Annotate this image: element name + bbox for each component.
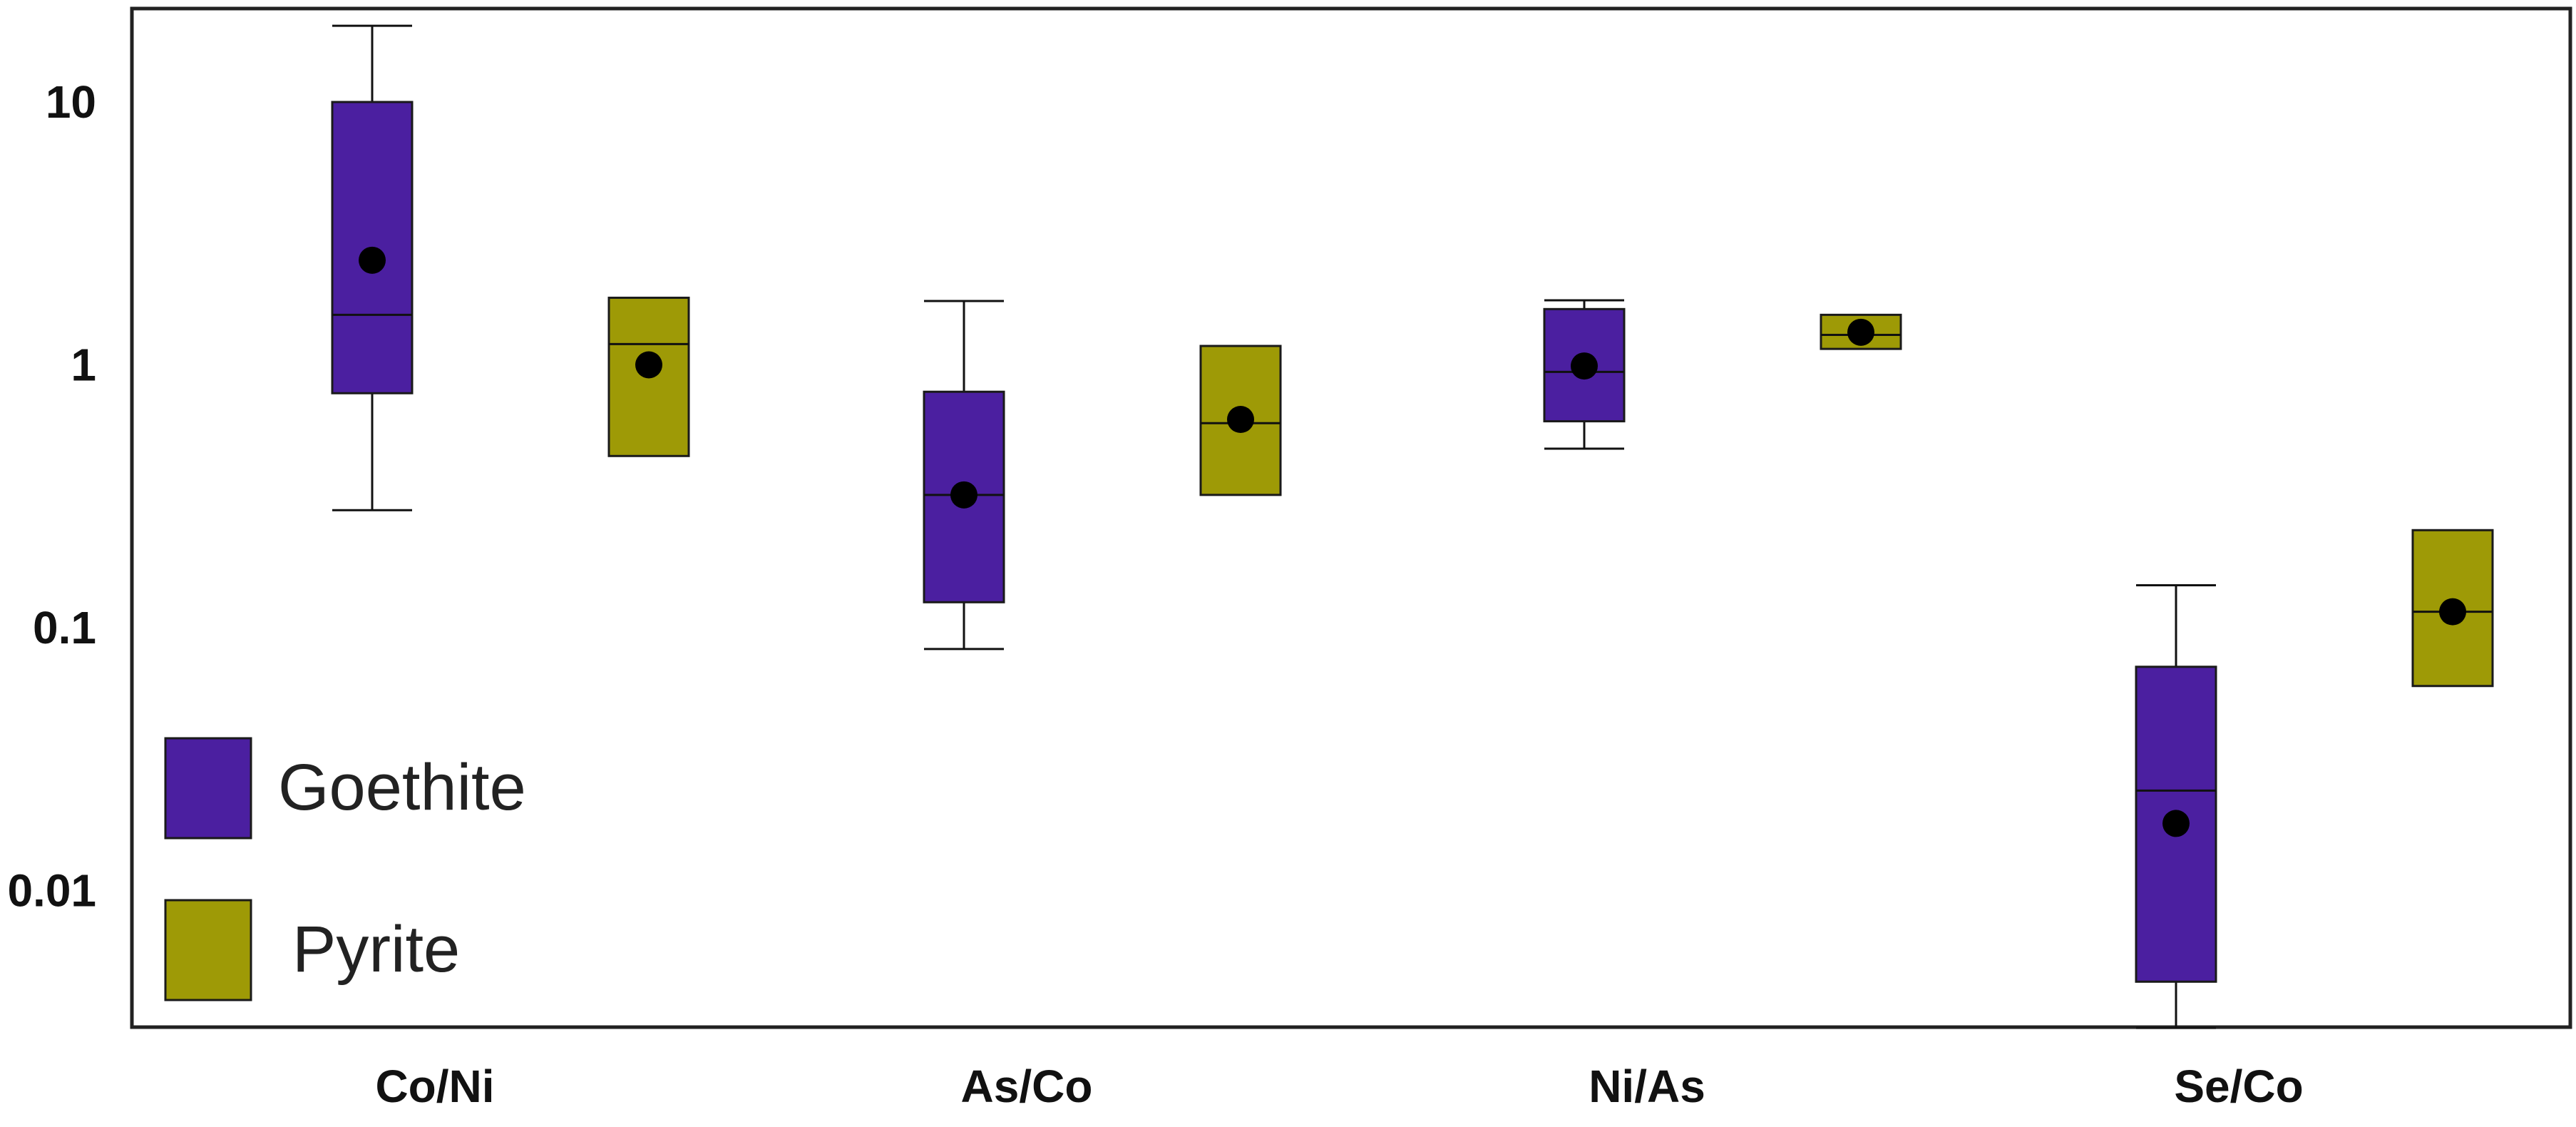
box-goethite-ni-as	[1543, 299, 1626, 450]
mean-marker	[1227, 406, 1254, 434]
y-tick-label: 0.1	[33, 602, 96, 653]
legend-swatch-goethite	[164, 737, 252, 840]
mean-marker	[2439, 598, 2466, 626]
box-goethite-co-ni	[331, 24, 414, 511]
mean-marker	[1571, 352, 1598, 380]
legend-swatch-pyrite	[164, 899, 252, 1001]
legend: Goethite Pyrite	[164, 737, 526, 1001]
mean-marker	[359, 246, 386, 274]
mean-marker	[635, 351, 662, 379]
x-category-label: Ni/As	[1589, 1061, 1705, 1112]
box-pyrite-as-co	[1199, 345, 1282, 496]
iqr-box	[1543, 307, 1626, 423]
box-goethite-se-co	[2135, 584, 2217, 1029]
y-tick-label: 0.01	[7, 865, 96, 917]
x-category-label: Se/Co	[2174, 1061, 2303, 1112]
legend-label-goethite: Goethite	[278, 751, 526, 824]
box-pyrite-se-co	[2411, 529, 2494, 688]
box-goethite-as-co	[923, 300, 1005, 651]
y-axis-tick-labels: 10 1 0.1 0.01	[7, 76, 96, 917]
x-axis-category-labels: Co/Ni As/Co Ni/As Se/Co	[375, 1061, 2303, 1112]
y-tick-label: 1	[71, 340, 96, 391]
box-series	[331, 24, 2494, 1029]
legend-label-pyrite: Pyrite	[292, 913, 460, 986]
y-tick-label: 10	[46, 76, 96, 128]
x-category-label: Co/Ni	[375, 1061, 494, 1112]
x-category-label: As/Co	[961, 1061, 1093, 1112]
box-pyrite-co-ni	[607, 296, 690, 457]
box-pyrite-ni-as	[1820, 313, 1902, 350]
mean-marker	[950, 481, 977, 509]
mean-marker	[1847, 318, 1874, 346]
mean-marker	[2162, 810, 2190, 837]
